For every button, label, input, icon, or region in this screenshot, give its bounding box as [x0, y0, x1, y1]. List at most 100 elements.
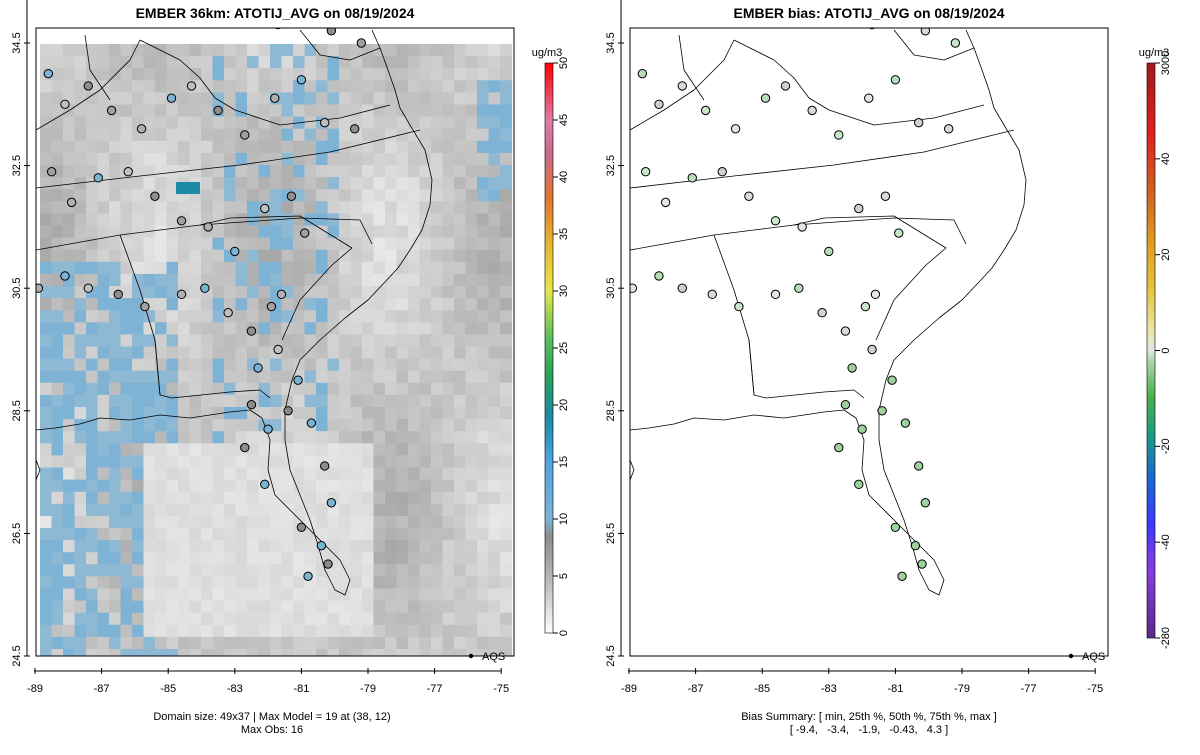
model-grid-cell [408, 44, 421, 57]
model-grid-cell [362, 68, 375, 81]
model-grid-cell [431, 443, 444, 456]
model-grid-cell [40, 588, 53, 602]
model-grid-cell [97, 128, 110, 142]
model-grid-cell [189, 261, 202, 275]
station-point [900, 418, 911, 428]
model-grid-cell [281, 104, 294, 118]
model-grid-cell [431, 612, 444, 626]
model-grid-cell [373, 298, 386, 311]
model-grid-cell [178, 431, 191, 444]
station-point [283, 406, 293, 416]
model-grid-cell [488, 540, 501, 553]
model-grid-cell [339, 467, 352, 481]
model-grid-cell [143, 624, 156, 638]
model-grid-cell [293, 479, 306, 493]
model-grid-cell [224, 213, 237, 227]
model-grid-cell [109, 624, 122, 638]
model-grid-cell [442, 237, 455, 251]
model-grid-cell [454, 273, 467, 287]
model-grid-cell [350, 455, 363, 469]
model-grid-cell [166, 213, 179, 227]
model-grid-cell [63, 225, 76, 239]
model-grid-cell [488, 261, 501, 275]
model-grid-cell [488, 564, 501, 577]
model-grid-cell [143, 649, 156, 656]
model-grid-cell [86, 431, 99, 444]
colorbar-tick-label: 40 [558, 171, 570, 183]
model-grid-cell [224, 189, 237, 202]
model-grid-cell [155, 612, 168, 626]
model-grid-cell [189, 298, 202, 311]
model-grid-cell [178, 334, 191, 348]
model-grid-cell [51, 44, 64, 57]
model-grid-cell [362, 80, 375, 93]
model-grid-cell [419, 249, 432, 263]
model-grid-cell [109, 540, 122, 553]
model-grid-cell [442, 298, 455, 311]
model-grid-cell [488, 116, 501, 130]
model-grid-cell [120, 104, 133, 118]
model-grid-cell [97, 394, 110, 408]
model-grid-cell [270, 528, 283, 541]
model-grid-cell [270, 116, 283, 130]
model-grid-cell [454, 298, 467, 311]
model-grid-cell [442, 213, 455, 227]
model-grid-cell [362, 44, 375, 57]
model-grid-cell [120, 540, 133, 553]
model-grid-cell [51, 540, 64, 553]
model-grid-cell [465, 68, 478, 81]
model-grid-cell [51, 249, 64, 263]
model-grid-cell [235, 310, 248, 323]
model-grid-cell [281, 346, 294, 360]
model-grid-cell [97, 467, 110, 481]
model-grid-cell [396, 44, 409, 57]
colorbar-tick-label: 20 [558, 399, 570, 411]
model-grid-cell [419, 564, 432, 577]
model-grid-cell [373, 286, 386, 299]
model-grid-cell [408, 104, 421, 118]
model-grid-cell [247, 528, 260, 541]
model-grid-cell [477, 479, 490, 493]
model-grid-cell [293, 346, 306, 360]
map-frame [629, 27, 1109, 657]
model-grid-cell [120, 152, 133, 166]
model-grid-cell [419, 201, 432, 214]
model-grid-cell [465, 189, 478, 202]
model-grid-cell [304, 128, 317, 142]
model-grid-cell [500, 419, 513, 432]
model-grid-cell [51, 588, 64, 602]
model-grid-cell [350, 189, 363, 202]
model-grid-cell [63, 152, 76, 166]
model-grid-cell [442, 479, 455, 493]
model-grid-cell [281, 443, 294, 456]
model-grid-cell [477, 68, 490, 81]
model-grid-cell [166, 370, 179, 384]
model-grid-cell [40, 140, 53, 154]
model-grid-cell [247, 540, 260, 553]
model-grid-cell [270, 455, 283, 469]
model-grid-cell [419, 382, 432, 396]
y-tick-label: 24.5 [605, 645, 617, 666]
model-grid-cell [419, 358, 432, 372]
model-grid-cell [419, 491, 432, 505]
model-grid-cell [281, 588, 294, 602]
model-grid-cell [465, 407, 478, 420]
model-grid-cell [385, 44, 398, 57]
model-grid-cell [396, 165, 409, 178]
model-grid-cell [350, 165, 363, 178]
station-point [717, 167, 727, 177]
model-grid-cell [201, 68, 214, 81]
model-grid-cell [132, 358, 145, 372]
model-grid-cell [40, 370, 53, 384]
model-grid-cell [327, 467, 340, 481]
model-grid-cell [408, 636, 421, 650]
station-point [677, 283, 687, 293]
model-grid-cell [373, 588, 386, 602]
model-grid-cell [63, 491, 76, 505]
model-grid-cell [109, 237, 122, 251]
model-grid-cell [86, 370, 99, 384]
model-grid-cell [281, 600, 294, 614]
model-grid-cell [97, 237, 110, 251]
model-grid-cell [408, 382, 421, 396]
